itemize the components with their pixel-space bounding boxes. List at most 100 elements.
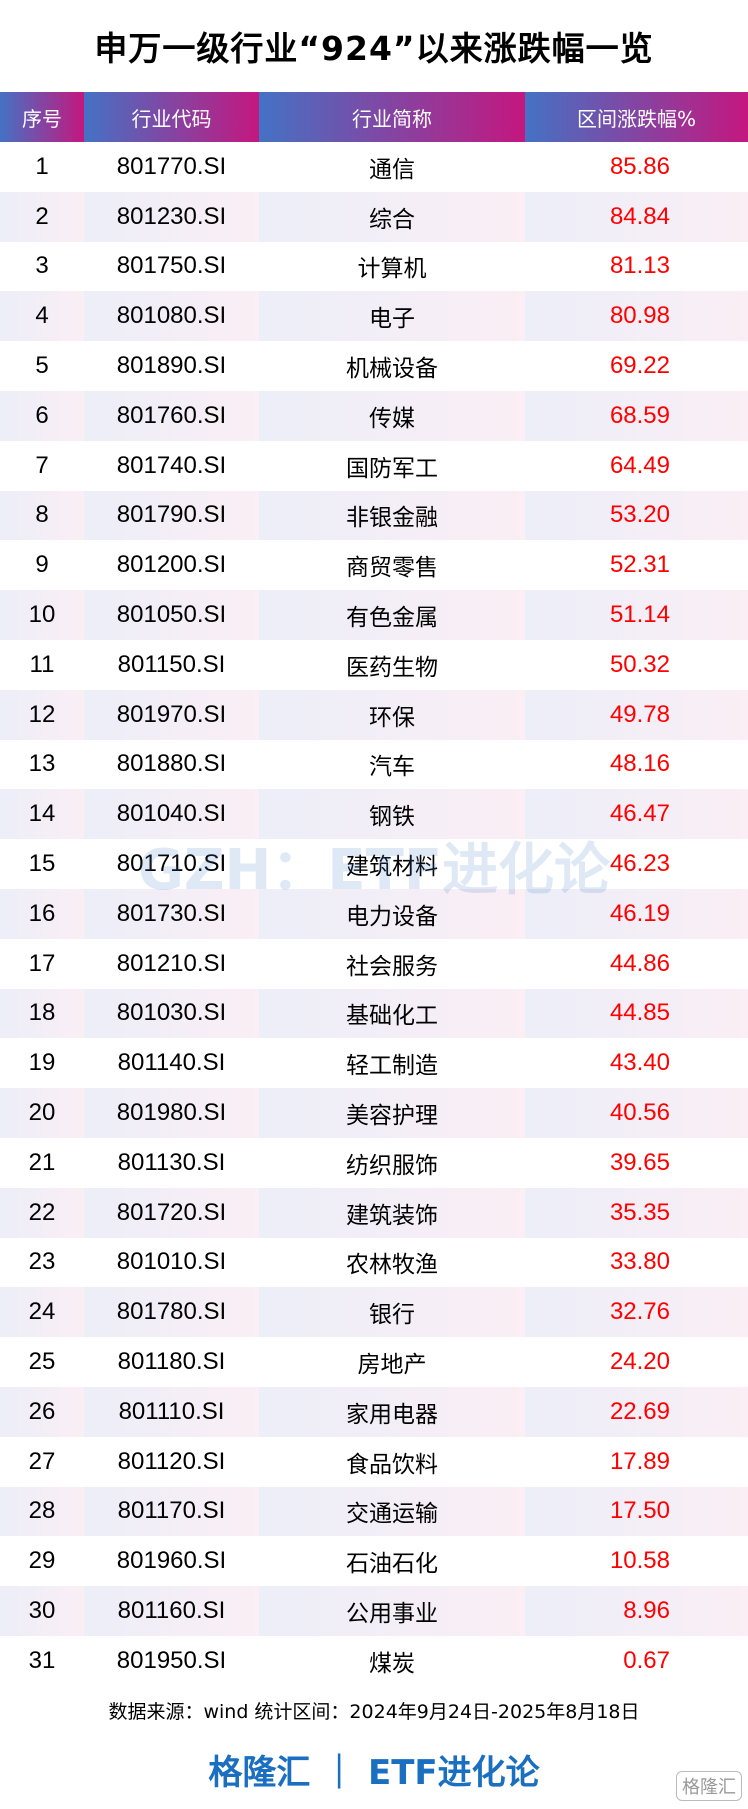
cell-name: 煤炭	[369, 1650, 415, 1677]
cell-change: 17.50	[525, 1486, 748, 1537]
cell-change: 52.31	[609, 551, 670, 579]
cell-code: 801790.SI	[84, 490, 259, 541]
col-header-name: 行业简称	[259, 92, 525, 142]
table-row: 22 801720.SI 建筑装饰 35.35	[0, 1187, 748, 1238]
table-row: 20 801980.SI 美容护理 40.56	[0, 1088, 748, 1138]
cell-index: 15	[28, 850, 56, 878]
table-row: 13 801880.SI 汽车 48.16	[0, 740, 748, 790]
cell-change: 80.98	[525, 291, 748, 342]
table-row: 18 801030.SI 基础化工 44.85	[0, 988, 748, 1039]
brand-footer: 格隆汇 ｜ ETF进化论	[208, 1753, 540, 1793]
cell-code: 801050.SI	[84, 590, 259, 640]
table-row: 29 801960.SI 石油石化 10.58	[0, 1536, 748, 1586]
page-title: 申万一级行业“924”以来涨跌幅一览	[94, 29, 654, 68]
table-row: 14 801040.SI 钢铁 46.47	[0, 789, 748, 840]
cell-index: 18	[0, 988, 84, 1039]
cell-code: 801950.SI	[116, 1646, 227, 1674]
cell-change: 17.89	[609, 1447, 670, 1475]
cell-name: 传媒	[259, 390, 525, 441]
cell-code: 801960.SI	[116, 1547, 227, 1575]
table-row: 26 801110.SI 家用电器 22.69	[0, 1386, 748, 1437]
cell-code: 801710.SI	[116, 850, 227, 878]
table-row: 19 801140.SI 轻工制造 43.40	[0, 1038, 748, 1088]
table-row: 30 801160.SI 公用事业 8.96	[0, 1586, 748, 1636]
cell-change: 84.84	[525, 191, 748, 242]
table-row: 23 801010.SI 农林牧渔 33.80	[0, 1238, 748, 1288]
cell-name: 钢铁	[259, 789, 525, 840]
cell-change: 85.86	[609, 152, 670, 180]
cell-name: 电力设备	[259, 888, 525, 939]
cell-change: 10.58	[609, 1547, 670, 1575]
cell-name: 社会服务	[346, 953, 438, 980]
cell-code: 801730.SI	[84, 888, 259, 939]
cell-name: 交通运输	[259, 1486, 525, 1537]
cell-index: 17	[28, 949, 56, 977]
table-header: 序号 行业代码 行业简称 区间涨跌幅%	[0, 92, 748, 142]
cell-change: 50.32	[609, 650, 670, 678]
cell-name: 公用事业	[259, 1586, 525, 1636]
cell-index: 1	[35, 152, 49, 180]
cell-code: 801980.SI	[84, 1088, 259, 1138]
cell-change: 64.49	[609, 451, 670, 479]
cell-index: 25	[28, 1348, 56, 1376]
table-row: 8 801790.SI 非银金融 53.20	[0, 490, 748, 541]
cell-name: 建筑装饰	[259, 1187, 525, 1238]
cell-change: 43.40	[609, 1049, 670, 1077]
cell-index: 19	[28, 1049, 56, 1077]
cell-code: 801750.SI	[116, 252, 227, 280]
cell-code: 801890.SI	[116, 352, 227, 380]
cell-change: 48.16	[609, 750, 670, 778]
cell-name: 房地产	[357, 1352, 427, 1379]
cell-name: 有色金属	[259, 590, 525, 640]
cell-change: 49.78	[525, 689, 748, 740]
cell-code: 801210.SI	[116, 949, 227, 977]
table-row: 16 801730.SI 电力设备 46.19	[0, 888, 748, 939]
cell-name: 家用电器	[259, 1386, 525, 1437]
cell-index: 27	[28, 1447, 56, 1475]
cell-name: 轻工制造	[346, 1053, 438, 1080]
cell-name: 综合	[259, 191, 525, 242]
cell-change: 51.14	[525, 590, 748, 640]
cell-code: 801150.SI	[117, 650, 226, 678]
table-row: 15 801710.SI 建筑材料 46.23	[0, 839, 748, 889]
cell-code: 801080.SI	[84, 291, 259, 342]
cell-index: 26	[0, 1386, 84, 1437]
cell-index: 20	[0, 1088, 84, 1138]
cell-code: 801110.SI	[84, 1386, 259, 1437]
cell-index: 12	[0, 689, 84, 740]
cell-name: 医药生物	[346, 654, 438, 681]
cell-name: 环保	[259, 689, 525, 740]
cell-code: 801770.SI	[116, 152, 227, 180]
table-row: 2 801230.SI 综合 84.84	[0, 191, 748, 242]
cell-name: 农林牧渔	[346, 1252, 438, 1279]
cell-code: 801740.SI	[116, 451, 227, 479]
cell-change: 24.20	[609, 1348, 670, 1376]
table-row: 24 801780.SI 银行 32.76	[0, 1287, 748, 1338]
cell-code: 801030.SI	[84, 988, 259, 1039]
cell-code: 801120.SI	[117, 1447, 226, 1475]
cell-code: 801720.SI	[84, 1187, 259, 1238]
cell-name: 非银金融	[259, 490, 525, 541]
gelonghui-logo: 格隆汇	[676, 1771, 742, 1801]
cell-index: 7	[35, 451, 49, 479]
cell-index: 22	[0, 1187, 84, 1238]
table-row: 10 801050.SI 有色金属 51.14	[0, 590, 748, 640]
table-row: 27 801120.SI 食品饮料 17.89	[0, 1437, 748, 1487]
cell-index: 29	[28, 1547, 56, 1575]
cell-code: 801170.SI	[84, 1486, 259, 1537]
cell-index: 13	[28, 750, 56, 778]
cell-index: 30	[0, 1586, 84, 1636]
table-row: 25 801180.SI 房地产 24.20	[0, 1337, 748, 1387]
cell-change: 22.69	[525, 1386, 748, 1437]
cell-change: 44.86	[609, 949, 670, 977]
cell-change: 44.85	[525, 988, 748, 1039]
cell-code: 801140.SI	[117, 1049, 226, 1077]
table-row: 6 801760.SI 传媒 68.59	[0, 390, 748, 441]
table-row: 4 801080.SI 电子 80.98	[0, 291, 748, 342]
cell-change: 53.20	[525, 490, 748, 541]
cell-name: 基础化工	[259, 988, 525, 1039]
cell-change: 33.80	[609, 1248, 670, 1276]
cell-index: 4	[0, 291, 84, 342]
cell-index: 8	[0, 490, 84, 541]
cell-change: 32.76	[525, 1287, 748, 1338]
